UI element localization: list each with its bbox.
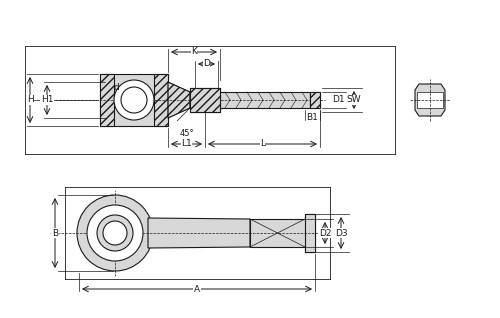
Text: B: B	[52, 229, 58, 238]
Circle shape	[77, 195, 153, 271]
Polygon shape	[148, 218, 250, 248]
Bar	[100, 74, 114, 126]
Text: D3: D3	[334, 229, 347, 238]
Circle shape	[103, 221, 127, 245]
Text: H1: H1	[41, 95, 53, 105]
Text: H: H	[26, 95, 34, 105]
Text: D2: D2	[319, 229, 331, 238]
Polygon shape	[168, 82, 190, 118]
Text: d: d	[113, 84, 119, 93]
Bar	[154, 74, 168, 126]
Text: D: D	[203, 59, 210, 68]
Bar	[310, 92, 320, 108]
Bar	[417, 92, 443, 108]
Text: D1: D1	[332, 95, 344, 105]
Circle shape	[114, 80, 154, 120]
Text: A: A	[194, 285, 200, 294]
Text: L: L	[260, 140, 265, 149]
Text: 45°: 45°	[180, 128, 194, 137]
Circle shape	[97, 215, 133, 251]
Bar	[305, 214, 315, 252]
Bar	[190, 88, 220, 112]
Text: B1: B1	[306, 114, 318, 122]
Text: K: K	[191, 47, 197, 57]
Bar	[190, 88, 220, 112]
Polygon shape	[415, 84, 445, 116]
Bar	[100, 74, 168, 126]
Polygon shape	[250, 214, 315, 252]
Bar	[310, 92, 320, 108]
Text: L1: L1	[181, 140, 192, 149]
Circle shape	[87, 205, 143, 261]
Bar	[190, 92, 310, 108]
Text: SW: SW	[346, 95, 362, 105]
